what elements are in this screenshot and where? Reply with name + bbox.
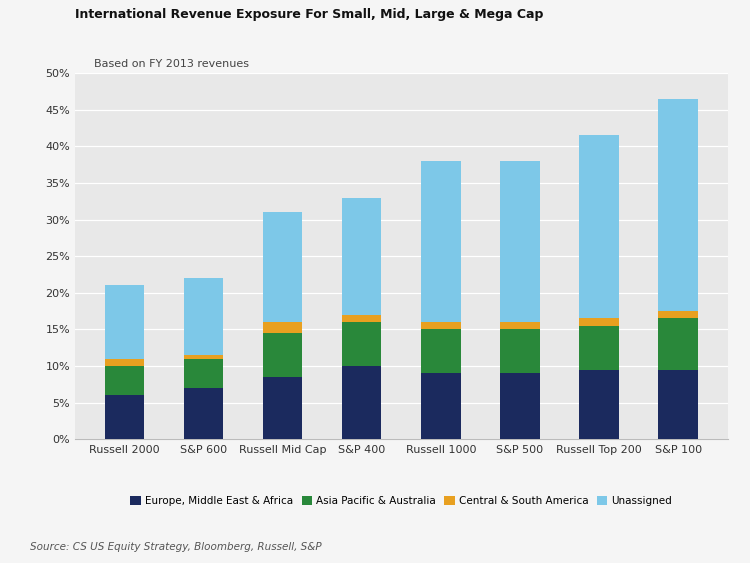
Bar (184, 388, 224, 439)
Bar (579, 370, 619, 439)
Bar (658, 319, 698, 370)
Bar (421, 161, 460, 322)
Text: International Revenue Exposure For Small, Mid, Large & Mega Cap: International Revenue Exposure For Small… (75, 8, 543, 21)
Bar (342, 366, 382, 439)
Bar (105, 285, 144, 359)
Text: Source: CS US Equity Strategy, Bloomberg, Russell, S&P: Source: CS US Equity Strategy, Bloomberg… (30, 542, 322, 552)
Bar (184, 355, 224, 359)
Bar (262, 377, 302, 439)
Bar (184, 359, 224, 388)
Bar (342, 322, 382, 366)
Bar (105, 395, 144, 439)
Bar (262, 212, 302, 322)
Bar (262, 333, 302, 377)
Bar (421, 329, 460, 373)
Bar (342, 315, 382, 322)
Bar (500, 329, 540, 373)
Text: Based on FY 2013 revenues: Based on FY 2013 revenues (94, 59, 249, 69)
Legend: Europe, Middle East & Africa, Asia Pacific & Australia, Central & South America,: Europe, Middle East & Africa, Asia Pacif… (126, 492, 676, 510)
Bar (658, 370, 698, 439)
Bar (421, 373, 460, 439)
Bar (500, 373, 540, 439)
Bar (342, 198, 382, 315)
Bar (579, 325, 619, 370)
Bar (262, 322, 302, 333)
Bar (500, 322, 540, 329)
Bar (658, 99, 698, 311)
Bar (105, 366, 144, 395)
Bar (579, 135, 619, 319)
Bar (579, 318, 619, 325)
Bar (184, 278, 224, 355)
Bar (421, 322, 460, 329)
Bar (500, 161, 540, 322)
Bar (658, 311, 698, 319)
Bar (105, 359, 144, 366)
